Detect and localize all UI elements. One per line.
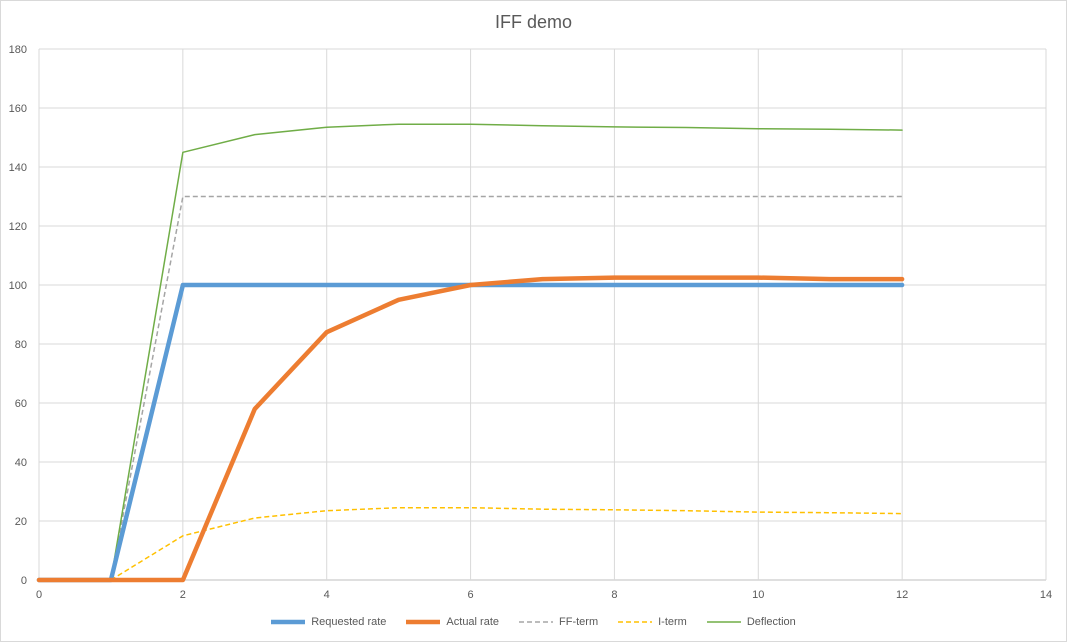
chart-legend: Requested rate Actual rate FF-term I-term De… bbox=[0, 612, 1067, 632]
y-tick-label: 120 bbox=[9, 221, 27, 233]
y-tick-label: 0 bbox=[21, 575, 27, 587]
y-tick-label: 80 bbox=[15, 339, 27, 351]
legend-label: FF-term bbox=[559, 616, 599, 628]
legend-item-actual-rate: Actual rate bbox=[406, 616, 499, 628]
legend-item-deflection: Deflection bbox=[706, 616, 796, 628]
y-tick-label: 100 bbox=[9, 280, 27, 292]
y-tick-label: 40 bbox=[15, 457, 27, 469]
series-line-deflection bbox=[38, 123, 903, 581]
legend-label: I-term bbox=[658, 616, 687, 628]
legend-label: Requested rate bbox=[311, 616, 387, 628]
legend-item-requested-rate: Requested rate bbox=[271, 616, 386, 628]
series-line-i-term bbox=[39, 506, 903, 581]
legend-swatch bbox=[618, 621, 653, 623]
legend-label: Deflection bbox=[746, 616, 796, 628]
x-tick-label: 8 bbox=[611, 589, 617, 601]
legend-swatch bbox=[706, 621, 741, 623]
legend-swatch bbox=[406, 619, 441, 625]
y-tick-label: 160 bbox=[9, 103, 27, 115]
x-tick-label: 10 bbox=[752, 589, 764, 601]
y-tick-label: 60 bbox=[15, 398, 27, 410]
x-tick-label: 12 bbox=[896, 589, 908, 601]
x-tick-label: 6 bbox=[468, 589, 474, 601]
series-line-actual-rate bbox=[36, 275, 905, 583]
x-tick-label: 0 bbox=[36, 589, 42, 601]
legend-swatch bbox=[519, 621, 554, 623]
y-tick-label: 20 bbox=[15, 516, 27, 528]
chart-title: IFF demo bbox=[494, 12, 573, 32]
legend-swatch bbox=[271, 619, 306, 625]
legend-item-i-term: I-term bbox=[618, 616, 687, 628]
y-tick-label: 180 bbox=[9, 44, 27, 56]
x-tick-label: 2 bbox=[180, 589, 186, 601]
y-tick-label: 140 bbox=[9, 162, 27, 174]
x-tick-label: 4 bbox=[324, 589, 330, 601]
legend-label: Actual rate bbox=[446, 616, 500, 628]
legend-item-ff-term: FF-term bbox=[519, 616, 598, 628]
x-tick-label: 14 bbox=[1040, 589, 1052, 601]
